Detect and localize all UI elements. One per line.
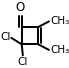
Text: Cl: Cl: [0, 32, 10, 42]
Text: O: O: [16, 1, 25, 14]
Text: CH₃: CH₃: [50, 45, 69, 55]
Text: Cl: Cl: [18, 57, 28, 67]
Text: CH₃: CH₃: [50, 16, 69, 26]
